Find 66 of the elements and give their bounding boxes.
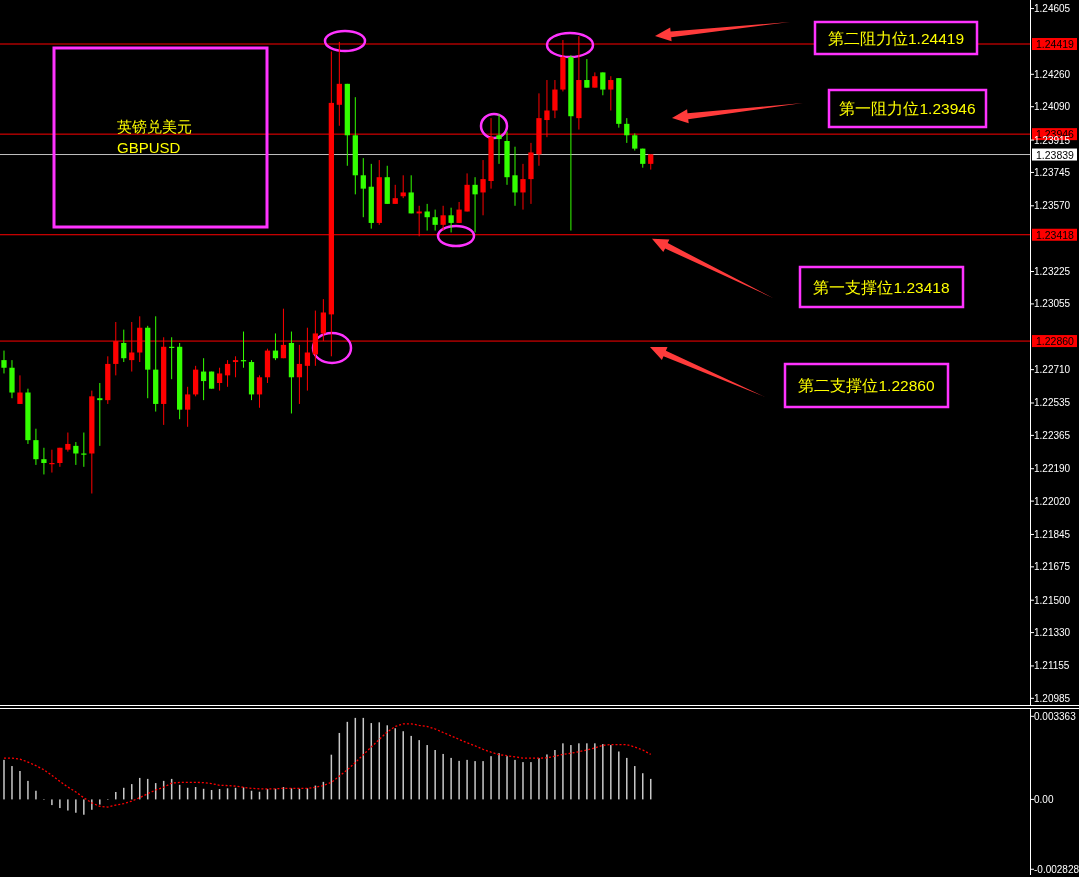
candlestick <box>520 163 526 211</box>
candlestick <box>17 374 23 405</box>
candlestick <box>512 146 518 207</box>
candlestick <box>440 205 446 232</box>
candlestick <box>552 79 558 119</box>
y-tick-label: 1.24090 <box>1034 101 1071 113</box>
candlestick <box>185 386 191 428</box>
y-tick-label: 1.23745 <box>1034 166 1071 178</box>
y-tick-label: 1.22365 <box>1034 429 1071 441</box>
y-tick-label: 1.20985 <box>1034 692 1071 704</box>
candlestick <box>392 184 398 205</box>
candlestick <box>224 359 231 388</box>
y-tick-label: 1.22020 <box>1034 495 1071 507</box>
candlestick <box>472 176 478 233</box>
ref-line-label: 1.22860 <box>1036 335 1075 348</box>
candlestick <box>200 357 207 401</box>
y-tick-label: 1.24605 <box>1034 3 1071 15</box>
y-tick-label: 1.24260 <box>1034 68 1071 80</box>
candlestick <box>360 157 366 218</box>
annotation: 第一支撑位1.23418 <box>813 278 950 296</box>
candlestick <box>480 159 486 216</box>
candlestick <box>121 329 127 363</box>
annotation: GBPUSD <box>117 138 181 156</box>
ref-line-label: 1.23418 <box>1036 228 1075 241</box>
candlestick <box>400 174 406 199</box>
annotation: 第一阻力位1.23946 <box>839 100 976 117</box>
candlestick <box>584 58 590 89</box>
y-tick-label: -0.002828 <box>1034 863 1079 875</box>
y-tick-label: 1.23570 <box>1034 200 1071 212</box>
candlestick <box>296 344 303 405</box>
y-tick-label: 1.22190 <box>1034 463 1071 475</box>
annotation: 第二阻力位1.24419 <box>827 29 965 47</box>
y-tick-label: 1.22710 <box>1034 364 1071 376</box>
candlestick <box>232 355 239 378</box>
ref-line-label: 1.24419 <box>1036 38 1075 51</box>
y-tick-label: 0.003363 <box>1034 710 1077 722</box>
candlestick <box>496 113 502 165</box>
candlestick <box>65 432 71 453</box>
candlestick <box>600 71 606 96</box>
line-series <box>3 723 652 808</box>
candlestick <box>97 382 103 447</box>
candlestick <box>624 117 630 144</box>
y-tick-label: 1.21330 <box>1034 627 1071 639</box>
y-tick-label: 1.21845 <box>1034 528 1071 540</box>
candlestick <box>216 367 223 392</box>
y-tick-label: 1.21500 <box>1034 594 1071 606</box>
annotation: 英镑兑美元 <box>117 117 192 135</box>
candlestick <box>41 447 47 475</box>
candlestick <box>81 432 87 468</box>
candlestick <box>456 201 462 224</box>
candlestick <box>1 350 7 374</box>
candlestick <box>432 209 438 232</box>
y-tick-label: 1.23055 <box>1034 298 1071 310</box>
candlestick <box>448 207 454 233</box>
candlestick <box>33 428 39 466</box>
annotation: 第二支撑位1.22860 <box>798 377 935 394</box>
candlestick <box>608 75 614 112</box>
y-tick-label: 1.23225 <box>1034 266 1071 278</box>
y-tick-label: 1.21675 <box>1034 561 1071 573</box>
candlestick <box>408 174 414 214</box>
candlestick <box>49 449 55 474</box>
ref-line-label: 1.23839 <box>1036 148 1075 161</box>
candlestick <box>256 374 263 409</box>
y-tick-label: 1.22535 <box>1034 397 1071 409</box>
y-tick-label: 1.21155 <box>1034 660 1070 672</box>
y-tick-label: 0.00 <box>1034 793 1054 805</box>
